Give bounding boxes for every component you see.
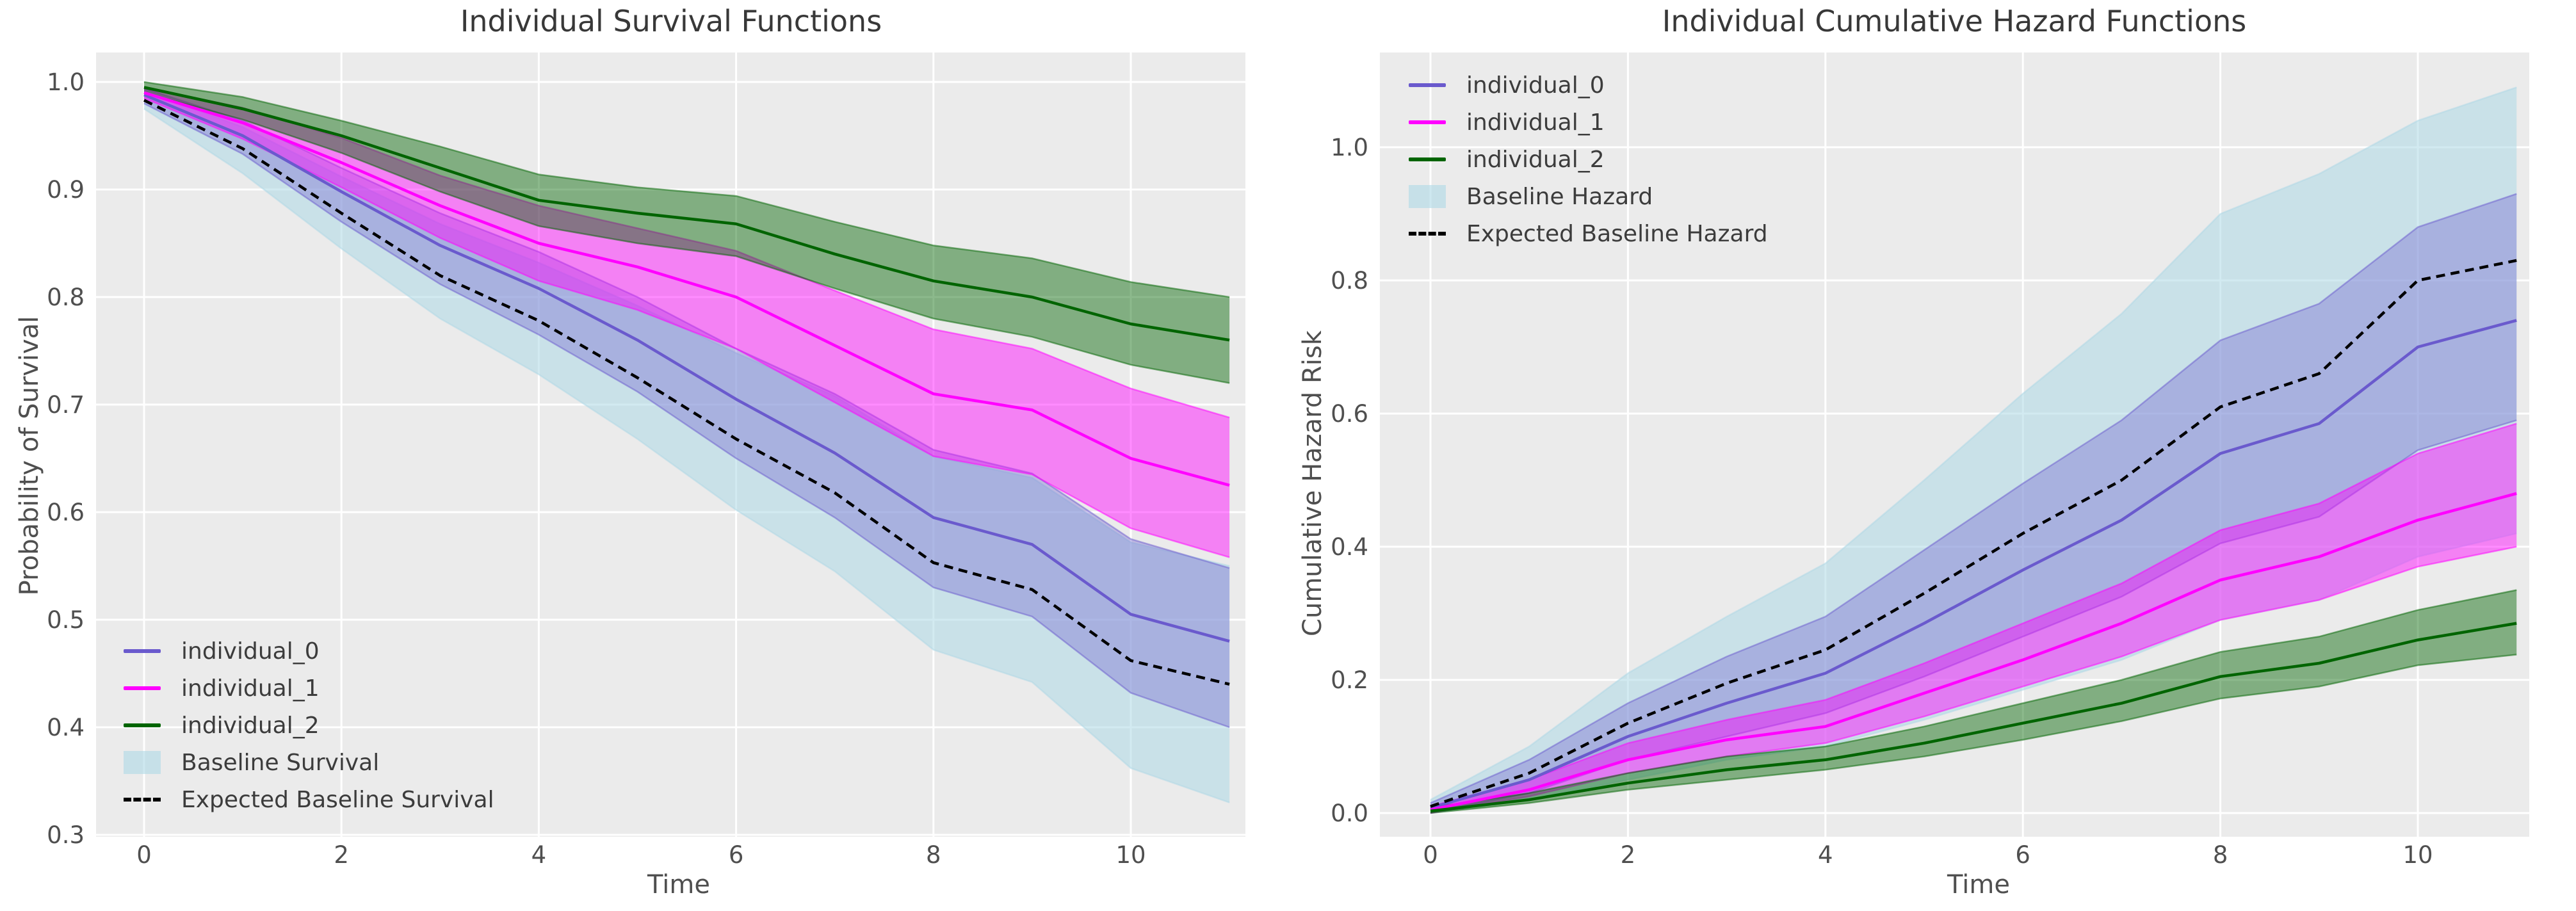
y-tick-label: 0.7 (47, 391, 85, 419)
individual-2-band-edge (143, 92, 1230, 384)
baseline-hazard-patch-swatch (1409, 185, 1446, 208)
survival-chart-title: Individual Survival Functions (460, 4, 882, 38)
x-tick-label: 10 (2402, 841, 2433, 869)
hazard-legend: individual_0 individual_1 individual_2 B… (1409, 67, 1768, 252)
survival-plot: 0.3 0.4 0.5 0.6 0.7 0.8 0.9 1.0 0 2 4 6 8 10 (47, 52, 1245, 869)
individual-1-band-edge (143, 97, 1230, 558)
individual-1-confidence-band (1430, 423, 2517, 813)
legend-item-baseline-hazard: Baseline Hazard (1409, 178, 1768, 215)
individual-2-band-edge (1430, 589, 2517, 809)
x-tick-label: 4 (531, 841, 547, 869)
individual-2-line-swatch (1409, 157, 1446, 161)
x-tick-label: 4 (1818, 841, 1833, 869)
individual-2-line (1430, 622, 2517, 813)
baseline-hazard-band-edge (1430, 86, 2517, 801)
x-tick-label: 6 (2015, 841, 2030, 869)
individual-0-line-swatch (124, 649, 161, 653)
individual-1-line-swatch (1409, 120, 1446, 124)
hazard-chart-title: Individual Cumulative Hazard Functions (1662, 4, 2247, 38)
x-tick-label: 8 (2213, 841, 2228, 869)
y-tick-label: 0.2 (1331, 666, 1368, 694)
individual-0-line-swatch (1409, 83, 1446, 87)
legend-label: Baseline Hazard (1466, 183, 1653, 210)
legend-item-individual-1: individual_1 (1409, 104, 1768, 141)
legend-label: Expected Baseline Hazard (1466, 220, 1768, 247)
y-tick-label: 0.6 (47, 499, 85, 526)
survival-x-axis-label: Time (647, 870, 710, 899)
hazard-y-axis-label: Cumulative Hazard Risk (1298, 330, 1327, 636)
individual-1-confidence-band (144, 87, 1230, 558)
y-tick-label: 0.8 (1331, 267, 1368, 294)
survival-legend: individual_0 individual_1 individual_2 B… (124, 633, 494, 818)
individual-0-band-edge (143, 102, 1230, 729)
x-tick-label: 2 (334, 841, 349, 869)
individual-1-line (143, 91, 1230, 487)
individual-0-band-edge (1430, 193, 2517, 804)
legend-item-expected-baseline-survival: Expected Baseline Survival (124, 781, 494, 818)
legend-label: Baseline Survival (181, 749, 380, 776)
baseline-survival-band-edge (143, 108, 1230, 803)
x-tick-label: 10 (1115, 841, 1146, 869)
legend-label: individual_0 (1466, 72, 1605, 99)
y-tick-label: 1.0 (47, 69, 85, 96)
individual-1-line-swatch (124, 686, 161, 690)
hazard-plot: 0.0 0.2 0.4 0.6 0.8 1.0 0 2 4 6 8 10 (1331, 52, 2529, 869)
individual-2-confidence-band (144, 82, 1230, 383)
expected-baseline-survival-dash-swatch (124, 798, 161, 802)
legend-label: individual_1 (181, 675, 320, 702)
y-tick-label: 0.4 (1331, 533, 1368, 561)
x-tick-label: 0 (136, 841, 152, 869)
baseline-hazard-band-edge (1430, 532, 2517, 814)
legend-item-individual-0: individual_0 (1409, 67, 1768, 104)
individual-1-band-edge (1430, 423, 2517, 807)
x-tick-label: 2 (1621, 841, 1636, 869)
legend-item-individual-1: individual_1 (124, 670, 494, 707)
y-tick-label: 0.0 (1331, 800, 1368, 827)
survival-y-axis-label: Probability of Survival (15, 316, 44, 596)
x-tick-label: 0 (1423, 841, 1438, 869)
individual-2-line (143, 86, 1230, 342)
y-tick-label: 1.0 (1331, 134, 1368, 161)
legend-item-individual-2: individual_2 (1409, 141, 1768, 178)
legend-label: individual_0 (181, 638, 320, 665)
individual-2-line-swatch (124, 723, 161, 727)
y-tick-label: 0.4 (47, 714, 85, 741)
legend-label: individual_1 (1466, 109, 1605, 136)
expected-baseline-hazard-line (1430, 259, 2517, 808)
x-tick-label: 8 (926, 841, 941, 869)
individual-1-line (1430, 492, 2517, 812)
expected-baseline-survival-line (143, 99, 1230, 686)
legend-label: Expected Baseline Survival (181, 786, 494, 813)
legend-label: individual_2 (181, 712, 320, 739)
legend-label: individual_2 (1466, 146, 1605, 173)
legend-item-individual-2: individual_2 (124, 707, 494, 744)
individual-2-band-edge (1430, 654, 2517, 814)
expected-baseline-hazard-dash-swatch (1409, 232, 1446, 236)
y-tick-label: 0.5 (47, 606, 85, 634)
individual-0-line (1430, 319, 2517, 809)
individual-0-confidence-band (1430, 193, 2517, 813)
individual-2-band-edge (143, 81, 1230, 298)
y-tick-label: 0.3 (47, 821, 85, 849)
x-tick-label: 6 (729, 841, 744, 869)
y-tick-label: 0.8 (47, 284, 85, 311)
legend-item-expected-baseline-hazard: Expected Baseline Hazard (1409, 215, 1768, 252)
baseline-survival-patch-swatch (124, 751, 161, 774)
y-tick-label: 0.6 (1331, 400, 1368, 428)
individual-0-line (143, 93, 1230, 643)
legend-item-baseline-survival: Baseline Survival (124, 744, 494, 781)
individual-1-band-edge (143, 86, 1230, 419)
hazard-x-axis-label: Time (1947, 870, 2010, 899)
legend-item-individual-0: individual_0 (124, 633, 494, 670)
y-tick-label: 0.9 (47, 176, 85, 204)
